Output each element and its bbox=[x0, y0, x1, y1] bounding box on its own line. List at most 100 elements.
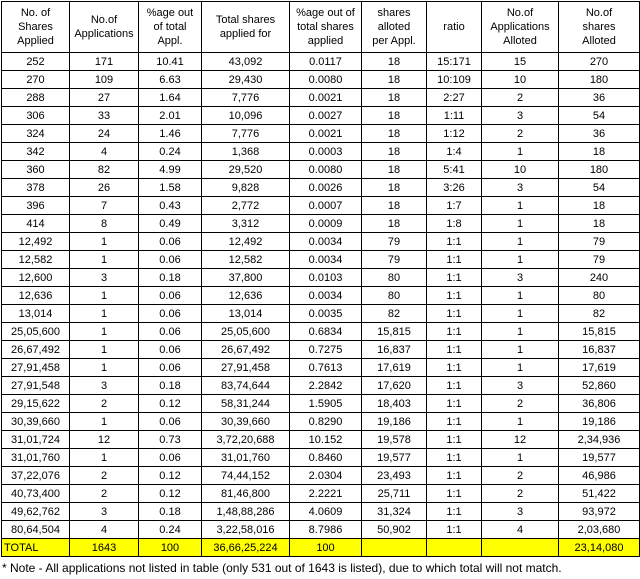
table-cell: 12,492 bbox=[201, 232, 290, 251]
table-cell: 3 bbox=[481, 178, 559, 197]
table-cell: 1 bbox=[481, 214, 559, 233]
table-cell: 0.0035 bbox=[289, 304, 362, 323]
table-cell: 1 bbox=[481, 142, 559, 161]
table-cell: 0.06 bbox=[138, 448, 202, 467]
table-row: 12,636 1 0.06 12,636 0.0034 80 1:1 1 80 bbox=[1, 286, 640, 305]
table-cell: 0.7613 bbox=[289, 358, 362, 377]
table-cell: 0.06 bbox=[138, 232, 202, 251]
table-cell: 19,577 bbox=[361, 448, 427, 467]
table-cell: 18 bbox=[361, 88, 427, 107]
table-cell: 26,67,492 bbox=[201, 340, 290, 359]
table-row: 288 27 1.64 7,776 0.0021 18 2:27 2 36 bbox=[1, 88, 640, 107]
table-cell: 8 bbox=[69, 214, 139, 233]
table-cell: 7 bbox=[69, 196, 139, 215]
table-cell: 0.0026 bbox=[289, 178, 362, 197]
table-cell: 1.46 bbox=[138, 124, 202, 143]
table-cell: 1,48,88,286 bbox=[201, 502, 290, 521]
column-header: Total shares applied for bbox=[201, 1, 290, 53]
table-cell: 0.0007 bbox=[289, 196, 362, 215]
table-cell: 0.7275 bbox=[289, 340, 362, 359]
table-cell: 1 bbox=[481, 196, 559, 215]
table-cell: 79 bbox=[558, 232, 640, 251]
table-cell: 10 bbox=[481, 70, 559, 89]
table-row: 360 82 4.99 29,520 0.0080 18 5:41 10 180 bbox=[1, 160, 640, 179]
table-row: 13,014 1 0.06 13,014 0.0035 82 1:1 1 82 bbox=[1, 304, 640, 323]
table-cell: 40,73,400 bbox=[1, 484, 70, 503]
table-cell: 109 bbox=[69, 70, 139, 89]
table-cell: 1:1 bbox=[426, 484, 482, 503]
table-cell: 7,776 bbox=[201, 124, 290, 143]
table-cell: 3,312 bbox=[201, 214, 290, 233]
table-cell: 1:1 bbox=[426, 376, 482, 395]
table-cell: 1 bbox=[69, 412, 139, 431]
table-cell: 1.5905 bbox=[289, 394, 362, 413]
table-cell: 3,22,58,016 bbox=[201, 520, 290, 539]
table-cell: 0.0021 bbox=[289, 88, 362, 107]
column-header: No. of Shares Applied bbox=[1, 1, 70, 53]
table-cell: 0.12 bbox=[138, 466, 202, 485]
table-cell: 13,014 bbox=[201, 304, 290, 323]
table-cell: 0.24 bbox=[138, 520, 202, 539]
table-cell: 12,636 bbox=[1, 286, 70, 305]
table-cell: 0.06 bbox=[138, 250, 202, 269]
table-cell: 1:12 bbox=[426, 124, 482, 143]
table-cell: 2 bbox=[481, 88, 559, 107]
table-cell: 29,15,622 bbox=[1, 394, 70, 413]
table-cell: 2.2842 bbox=[289, 376, 362, 395]
table-cell: 12,600 bbox=[1, 268, 70, 287]
table-cell: 10,096 bbox=[201, 106, 290, 125]
table-cell: 180 bbox=[558, 160, 640, 179]
table-cell: 30,39,660 bbox=[1, 412, 70, 431]
table-cell: 12,636 bbox=[201, 286, 290, 305]
table-row: 80,64,504 4 0.24 3,22,58,016 8.7986 50,902 1:1… bbox=[1, 520, 640, 539]
table-cell: 1:1 bbox=[426, 268, 482, 287]
table-cell: 18,403 bbox=[361, 394, 427, 413]
table-row: 378 26 1.58 9,828 0.0026 18 3:26 3 54 bbox=[1, 178, 640, 197]
table-cell: 1:1 bbox=[426, 250, 482, 269]
table-cell: 378 bbox=[1, 178, 70, 197]
table-cell: 360 bbox=[1, 160, 70, 179]
table-cell: 81,46,800 bbox=[201, 484, 290, 503]
table-cell: 0.73 bbox=[138, 430, 202, 449]
table-cell: 1:1 bbox=[426, 448, 482, 467]
table-cell: 18 bbox=[361, 52, 427, 71]
table-cell: 2,03,680 bbox=[558, 520, 640, 539]
table-cell: 74,44,152 bbox=[201, 466, 290, 485]
table-cell: 17,620 bbox=[361, 376, 427, 395]
table-cell: 16,837 bbox=[361, 340, 427, 359]
table-cell: 0.6834 bbox=[289, 322, 362, 341]
column-header: ratio bbox=[426, 1, 482, 53]
total-value-cell: 36,66,25,224 bbox=[201, 538, 290, 557]
table-cell: 23,493 bbox=[361, 466, 427, 485]
table-cell: 1 bbox=[481, 412, 559, 431]
column-header: No.of shares Alloted bbox=[558, 1, 640, 53]
table-cell: 12 bbox=[69, 430, 139, 449]
table-cell: 1 bbox=[69, 304, 139, 323]
table-cell: 26,67,492 bbox=[1, 340, 70, 359]
table-row: 30,39,660 1 0.06 30,39,660 0.8290 19,186 1:1 1 1… bbox=[1, 412, 640, 431]
table-cell: 306 bbox=[1, 106, 70, 125]
table-cell: 30,39,660 bbox=[201, 412, 290, 431]
table-cell: 252 bbox=[1, 52, 70, 71]
table-cell: 0.06 bbox=[138, 340, 202, 359]
table-cell: 46,986 bbox=[558, 466, 640, 485]
table-cell: 240 bbox=[558, 268, 640, 287]
table-cell: 18 bbox=[361, 142, 427, 161]
table-cell: 12,492 bbox=[1, 232, 70, 251]
table-cell: 3 bbox=[481, 376, 559, 395]
column-header: No.of Applications bbox=[69, 1, 139, 53]
table-cell: 1 bbox=[481, 322, 559, 341]
table-cell: 1 bbox=[69, 250, 139, 269]
table-cell: 3 bbox=[69, 502, 139, 521]
table-cell: 0.8290 bbox=[289, 412, 362, 431]
table-cell: 37,800 bbox=[201, 268, 290, 287]
table-row: 342 4 0.24 1,368 0.0003 18 1:4 1 18 bbox=[1, 142, 640, 161]
table-cell: 0.06 bbox=[138, 412, 202, 431]
table-cell: 2 bbox=[481, 466, 559, 485]
table-cell: 26 bbox=[69, 178, 139, 197]
table-row: 40,73,400 2 0.12 81,46,800 2.2221 25,711 1:1 2 5… bbox=[1, 484, 640, 503]
table-cell: 2,34,936 bbox=[558, 430, 640, 449]
table-cell: 0.43 bbox=[138, 196, 202, 215]
table-cell: 396 bbox=[1, 196, 70, 215]
